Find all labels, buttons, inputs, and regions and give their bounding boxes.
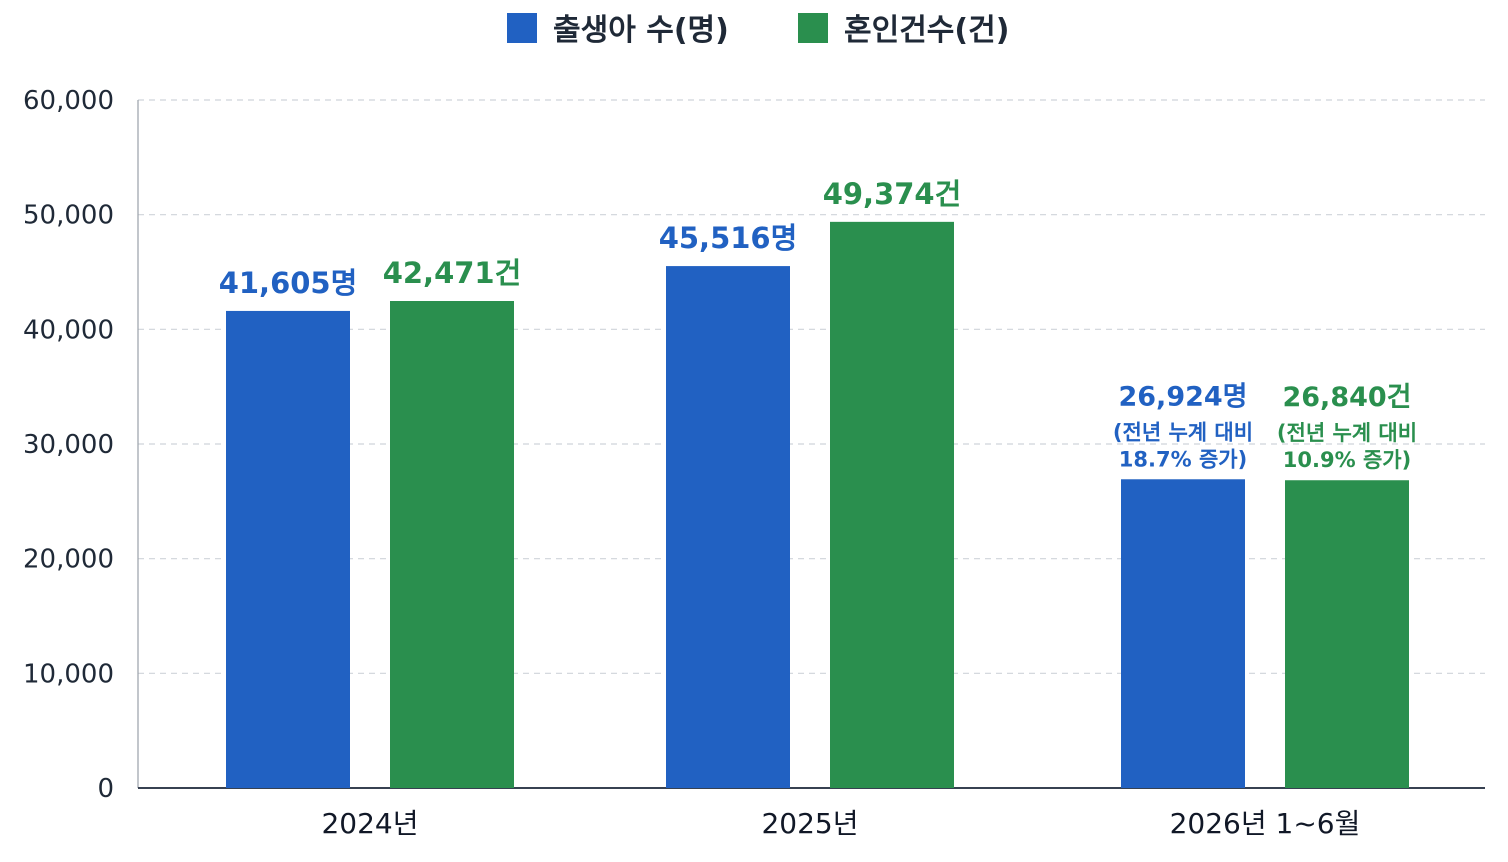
legend: 출생아 수(명) 혼인건수(건) [507,13,1009,48]
data-label: 41,605명 [219,266,358,300]
legend-label: 혼인건수(건) [844,13,1009,48]
data-label: 26,840건 [1282,382,1411,413]
data-label: 42,471건 [383,256,522,290]
legend-label: 출생아 수(명) [553,13,729,48]
bar-marriages [830,221,954,789]
data-note: (전년 누계 대비 [1277,421,1417,445]
bar-births [1121,479,1245,788]
y-tick-label: 30,000 [23,430,114,460]
y-tick-label: 60,000 [23,86,114,116]
x-tick-label: 2024년 [321,807,418,840]
data-labels: 41,605명 42,471건 45,516명 49,374건 18.7% 증가) (전년… [219,177,1417,472]
bar-marriages [390,300,514,788]
legend-swatch [507,13,537,43]
data-note: 18.7% 증가) [1119,447,1247,471]
y-tick-label: 0 [97,774,114,804]
x-tick-label: 2025년 [761,807,858,840]
y-tick-label: 10,000 [23,659,114,689]
y-tick-label: 40,000 [23,315,114,345]
y-tick-label: 20,000 [23,545,114,575]
data-label: 26,924명 [1118,381,1247,412]
bar-births [226,310,350,788]
data-note: (전년 누계 대비 [1113,420,1253,444]
data-note: 10.9% 증가) [1283,448,1411,472]
data-label: 45,516명 [659,221,798,255]
legend-swatch [798,13,828,43]
x-axis: 2024년 2025년 2026년 1~6월 [321,807,1360,840]
bar-births [666,266,790,788]
y-tick-label: 50,000 [23,201,114,231]
x-tick-label: 2026년 1~6월 [1170,807,1361,840]
grid-lines [138,99,1485,674]
bar-marriages [1285,480,1409,788]
data-label: 49,374건 [823,177,962,211]
y-axis: 0 10,000 20,000 30,000 40,000 50,000 60,000 [23,86,1485,804]
bars [226,221,1409,789]
